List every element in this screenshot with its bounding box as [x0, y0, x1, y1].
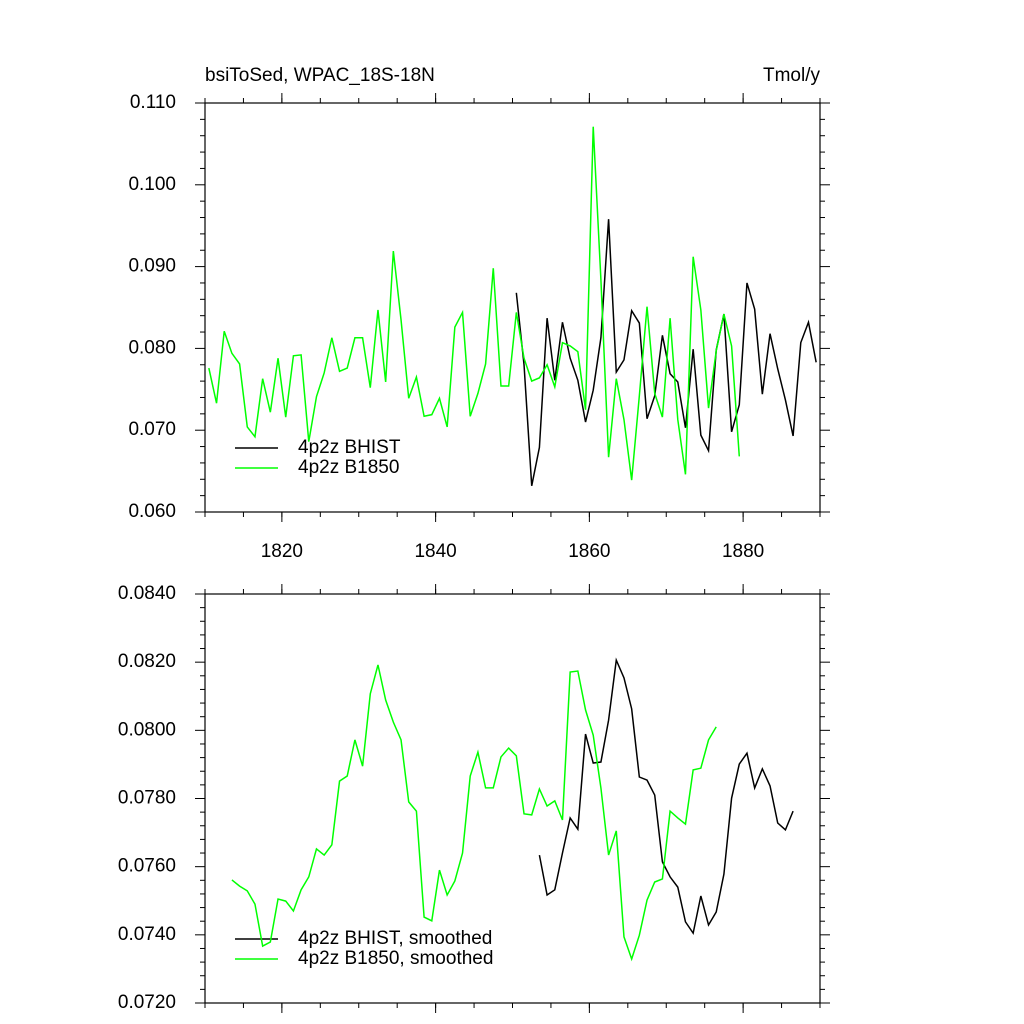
y-tick-label: 0.0800: [118, 719, 176, 740]
x-tick-label: 1820: [261, 541, 303, 562]
y-tick-label: 0.0780: [118, 788, 176, 809]
y-tick-label: 0.0720: [118, 992, 176, 1013]
plot-frame: [204, 593, 821, 1004]
x-tick-label: 1880: [722, 541, 764, 562]
y-tick-label: 0.100: [128, 174, 176, 195]
legend-label: 4p2z B1850, smoothed: [298, 948, 493, 969]
data-line: [208, 126, 741, 481]
y-tick-label: 0.110: [130, 92, 176, 113]
chart-title: bsiToSed, WPAC_18S-18N: [205, 65, 435, 86]
plot-frame: [204, 102, 821, 513]
legend-label: 4p2z BHIST: [298, 437, 401, 458]
legend-label: 4p2z BHIST, smoothed: [298, 928, 492, 949]
units-label: Tmol/y: [763, 65, 821, 86]
legend-label: 4p2z B1850: [298, 457, 399, 478]
y-tick-label: 0.070: [128, 419, 176, 440]
y-tick-label: 0.090: [128, 256, 176, 277]
y-tick-label: 0.0740: [118, 924, 176, 945]
y-tick-label: 0.0840: [118, 583, 176, 604]
x-tick-label: 1860: [568, 541, 610, 562]
y-tick-label: 0.0760: [118, 856, 176, 877]
data-line: [231, 664, 717, 962]
data-line: [538, 657, 794, 936]
y-tick-label: 0.060: [128, 501, 176, 522]
x-tick-label: 1840: [414, 541, 456, 562]
y-tick-label: 0.080: [128, 337, 176, 358]
data-line: [515, 219, 817, 486]
y-tick-label: 0.0820: [118, 651, 176, 672]
